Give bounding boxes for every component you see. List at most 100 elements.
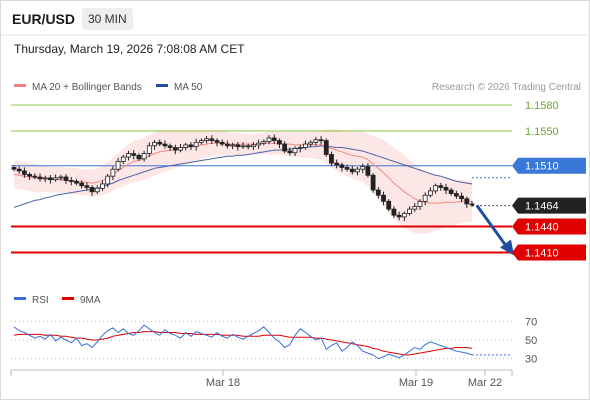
candle [396,211,402,221]
candles-layer [11,134,514,256]
legend-label: MA 50 [174,82,203,93]
candle [438,182,444,191]
candle-body-up [261,141,267,144]
candle-body-up [198,140,204,143]
level-lines-layer [11,104,512,254]
candle [464,196,470,208]
candle-body-down [16,168,22,172]
rsi-legend-swatch [62,297,74,300]
candle-body-up [141,153,147,160]
candle-body-down [84,185,90,188]
legend-swatch [156,84,168,87]
candle [240,142,246,149]
price-label-support: 1.1440 [525,221,559,233]
legend-label: MA 20 + Bollinger Bands [32,82,142,93]
candle-body-up [183,144,189,148]
candle-body-down [391,208,397,216]
candle [94,185,100,194]
candle [323,138,329,157]
candle-body-up [152,141,157,147]
candle [188,142,194,151]
candle [193,138,199,151]
price-tag-pivot [512,157,586,174]
timeframe-button[interactable]: 30 MIN [82,8,133,30]
candle [178,143,183,153]
candle-body-up [146,145,152,154]
candle [74,179,79,186]
candle [407,206,412,216]
price-label-resistance: 1.1550 [525,126,559,138]
candle [100,180,105,192]
candle [313,136,319,146]
candle [11,165,17,172]
candle-body-down [287,150,293,154]
candle-body-down [370,174,376,191]
candle [303,140,308,150]
candle-body-down [339,164,345,168]
candle [157,139,163,147]
x-tick-label: Mar 22 [468,377,502,389]
candle-body-down [277,140,282,145]
candle-body-up [256,142,262,146]
rsi-tick-label: 30 [525,354,537,366]
candle-body-up [105,175,111,185]
candle-body-down [32,175,38,178]
candle [105,173,111,188]
candle-body-up [401,213,407,218]
candle-body-down [63,176,69,181]
candle-body-up [427,190,433,196]
candle-body-down [11,167,17,170]
candle [131,150,137,160]
candle [84,182,90,191]
candle [58,174,64,181]
candle-body-up [193,141,199,148]
candle [48,175,53,184]
candle-body-down [381,194,386,202]
candle-body-down [79,182,85,187]
candle [339,162,345,172]
candle [256,139,262,149]
candle-body-down [375,189,381,196]
candle-body-down [48,177,53,181]
candle [42,175,48,183]
candle [27,172,33,181]
rsi-tick-label: 70 [525,316,537,328]
candle-body-up [308,141,314,145]
rsi-tick-label: 50 [525,335,537,347]
price-label-support: 1.1410 [525,248,559,260]
candle-body-down [469,203,475,206]
candle [292,146,298,157]
candle-body-up [412,206,418,210]
candle [68,176,74,186]
candle [89,185,95,196]
candle-body-up [58,176,64,179]
candle [334,159,340,169]
candle [209,135,215,144]
rsi-panel: RSI 9MA 70 50 30 [11,295,537,366]
candle-body-up [407,208,412,214]
candle [251,142,256,151]
source-label: Research © 2026 Trading Central [432,82,581,93]
candle [453,190,459,199]
candle [204,135,209,144]
price-label-resistance: 1.1580 [525,100,559,112]
candle-body-up [303,143,308,148]
candle [219,139,225,147]
candle [344,164,350,172]
candle [110,166,116,181]
candle-body-up [94,187,100,193]
candle [271,134,277,144]
candle-body-down [157,141,163,145]
price-labels-layer: 1.1580 1.1550 1.1510 1.1464 1.1440 1.1410 [512,100,586,261]
candle [282,141,288,154]
candle [115,157,121,172]
rsi-ma9-line [13,331,473,356]
symbol-label: EUR/USD [12,11,76,27]
candle-body-down [245,145,251,148]
candle [266,135,272,145]
candle [318,136,324,145]
candle [198,138,204,145]
candle-body-down [22,170,27,175]
candle [261,139,267,146]
